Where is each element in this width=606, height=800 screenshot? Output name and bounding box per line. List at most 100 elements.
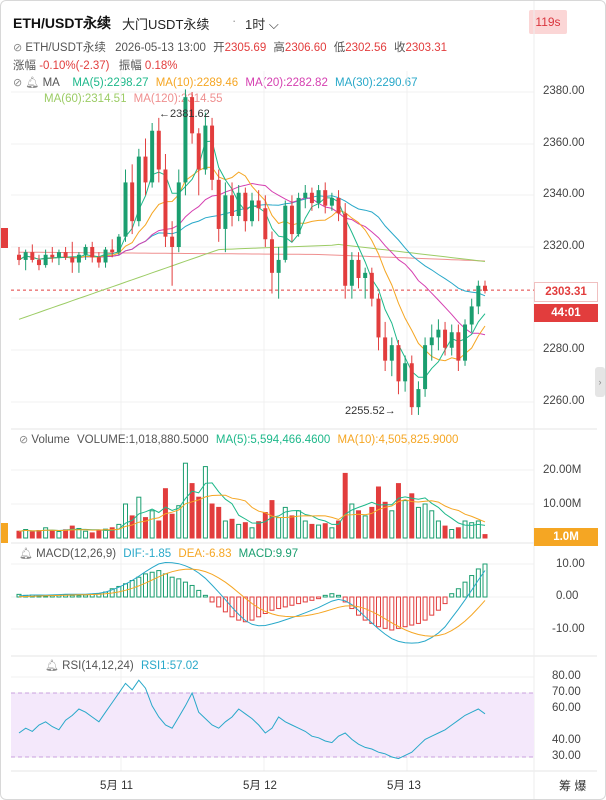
candle-body [50,254,55,258]
candle-body [17,254,21,260]
macd-bar [389,596,395,631]
bell-icon[interactable]: 🔔︎ [19,548,33,560]
eye-off-icon[interactable]: ⊘ [19,434,29,446]
candle-body [210,125,215,180]
volume-bar [16,530,22,539]
macd-bar [449,593,455,598]
ma-legend-2: MA(60):2314.51 MA(120):2314.55 [44,93,223,105]
low-label: 低 [333,42,346,54]
ma120-value: MA(120):2314.55 [133,93,223,105]
volume-bar [136,496,142,539]
macd-bar [289,596,295,606]
macd-bar [142,573,148,598]
candle-body [409,363,414,408]
volume-bar [36,530,42,539]
info-symbol: ETH/USDT永续 [25,42,106,54]
symbol-title[interactable]: ETH/USDT永续 [13,15,111,31]
scroll-handle[interactable]: › [595,367,605,397]
chips-burst-buttons[interactable]: 筹 爆 [559,779,587,793]
candle-body [243,192,248,222]
macd-bar [156,570,162,598]
candle-body [436,329,441,338]
low-value: 2302.56 [345,42,387,54]
volume-bar [462,520,468,539]
volume-ma10: MA(10):4,505,825.9000 [337,434,459,446]
volume-axis-10m: 10.00M [543,498,582,510]
candle-body [356,259,361,278]
macd-bar [149,571,155,598]
volume-bar [322,523,328,539]
volume-bar [142,517,148,539]
volume-bar [49,530,55,539]
candle-body [416,389,421,408]
price-axis-label: 2380.00 [543,85,585,97]
macd-bar [76,595,82,598]
macd-bar [469,575,475,598]
price-axis-label: 2360.00 [543,137,585,149]
ma-title: MA [42,77,60,89]
volume-bar [276,517,282,539]
candle-body [389,345,394,361]
volume-bar [216,506,222,539]
macd-bar [169,576,175,598]
candle-body [403,363,408,382]
candle-body [136,156,141,222]
volume-bar [109,527,115,539]
volume-bar [375,486,381,539]
macd-bar [296,596,302,605]
volume-bar [249,527,255,539]
volume-bar [43,527,49,539]
macd-bar [302,596,308,603]
low-annotation: 2255.52→ [345,405,396,417]
macd-bar [236,596,242,621]
volume-bar [209,503,215,539]
candle-body [476,285,481,307]
candle-body [176,182,181,247]
candle-body [30,252,35,260]
macd-bar [322,594,328,598]
candle-body [56,252,61,258]
volume-bar [389,510,395,539]
volume-bar [442,525,448,539]
candle-body [269,239,274,273]
candle-body [329,197,334,206]
price-axis-label: 2320.00 [543,240,585,252]
macd-bar [182,581,188,598]
candle-body [309,192,314,204]
macd-dif-line [18,561,486,644]
candle-body [36,259,41,266]
macd-bar [202,594,208,598]
candle-timer-badge: 119s [529,10,567,34]
candle-body [23,252,28,260]
macd-bar [415,596,421,624]
eye-off-icon[interactable]: ⊘ [13,77,23,89]
candle-body [163,169,168,237]
volume-legend: ⊘ Volume VOLUME:1,018,880.5000 MA(5):5,5… [19,433,458,446]
candle-body [223,195,228,229]
candle-body [250,200,254,222]
rsi-axis-60: 60.00 [552,702,581,714]
volume-bar [89,532,95,539]
bell-icon[interactable]: 🔔︎ [25,77,40,89]
eye-off-icon[interactable]: ⊘ [13,42,23,54]
macd-bar [429,596,435,616]
volume-bar [409,493,415,539]
volume-bar [63,529,69,539]
volume-bar [316,524,322,539]
timeframe-selector[interactable]: 1时 ⌵ [245,17,279,32]
high-value: 2306.60 [284,42,327,54]
candle-body [376,298,381,338]
close-label: 收 [393,42,406,54]
ma60-line [18,243,486,320]
rsi-axis-80: 80.00 [552,670,581,682]
macd-bar [189,584,195,598]
candle-body [463,324,468,361]
volume-bar [256,521,262,539]
ma5-value: MA(5):2298.27 [72,77,149,89]
macd-bar [329,593,335,598]
volume-bar [202,466,208,539]
candle-body [316,190,321,204]
open-label: 开 [213,42,225,54]
bell-icon[interactable]: 🔔︎ [45,660,59,672]
